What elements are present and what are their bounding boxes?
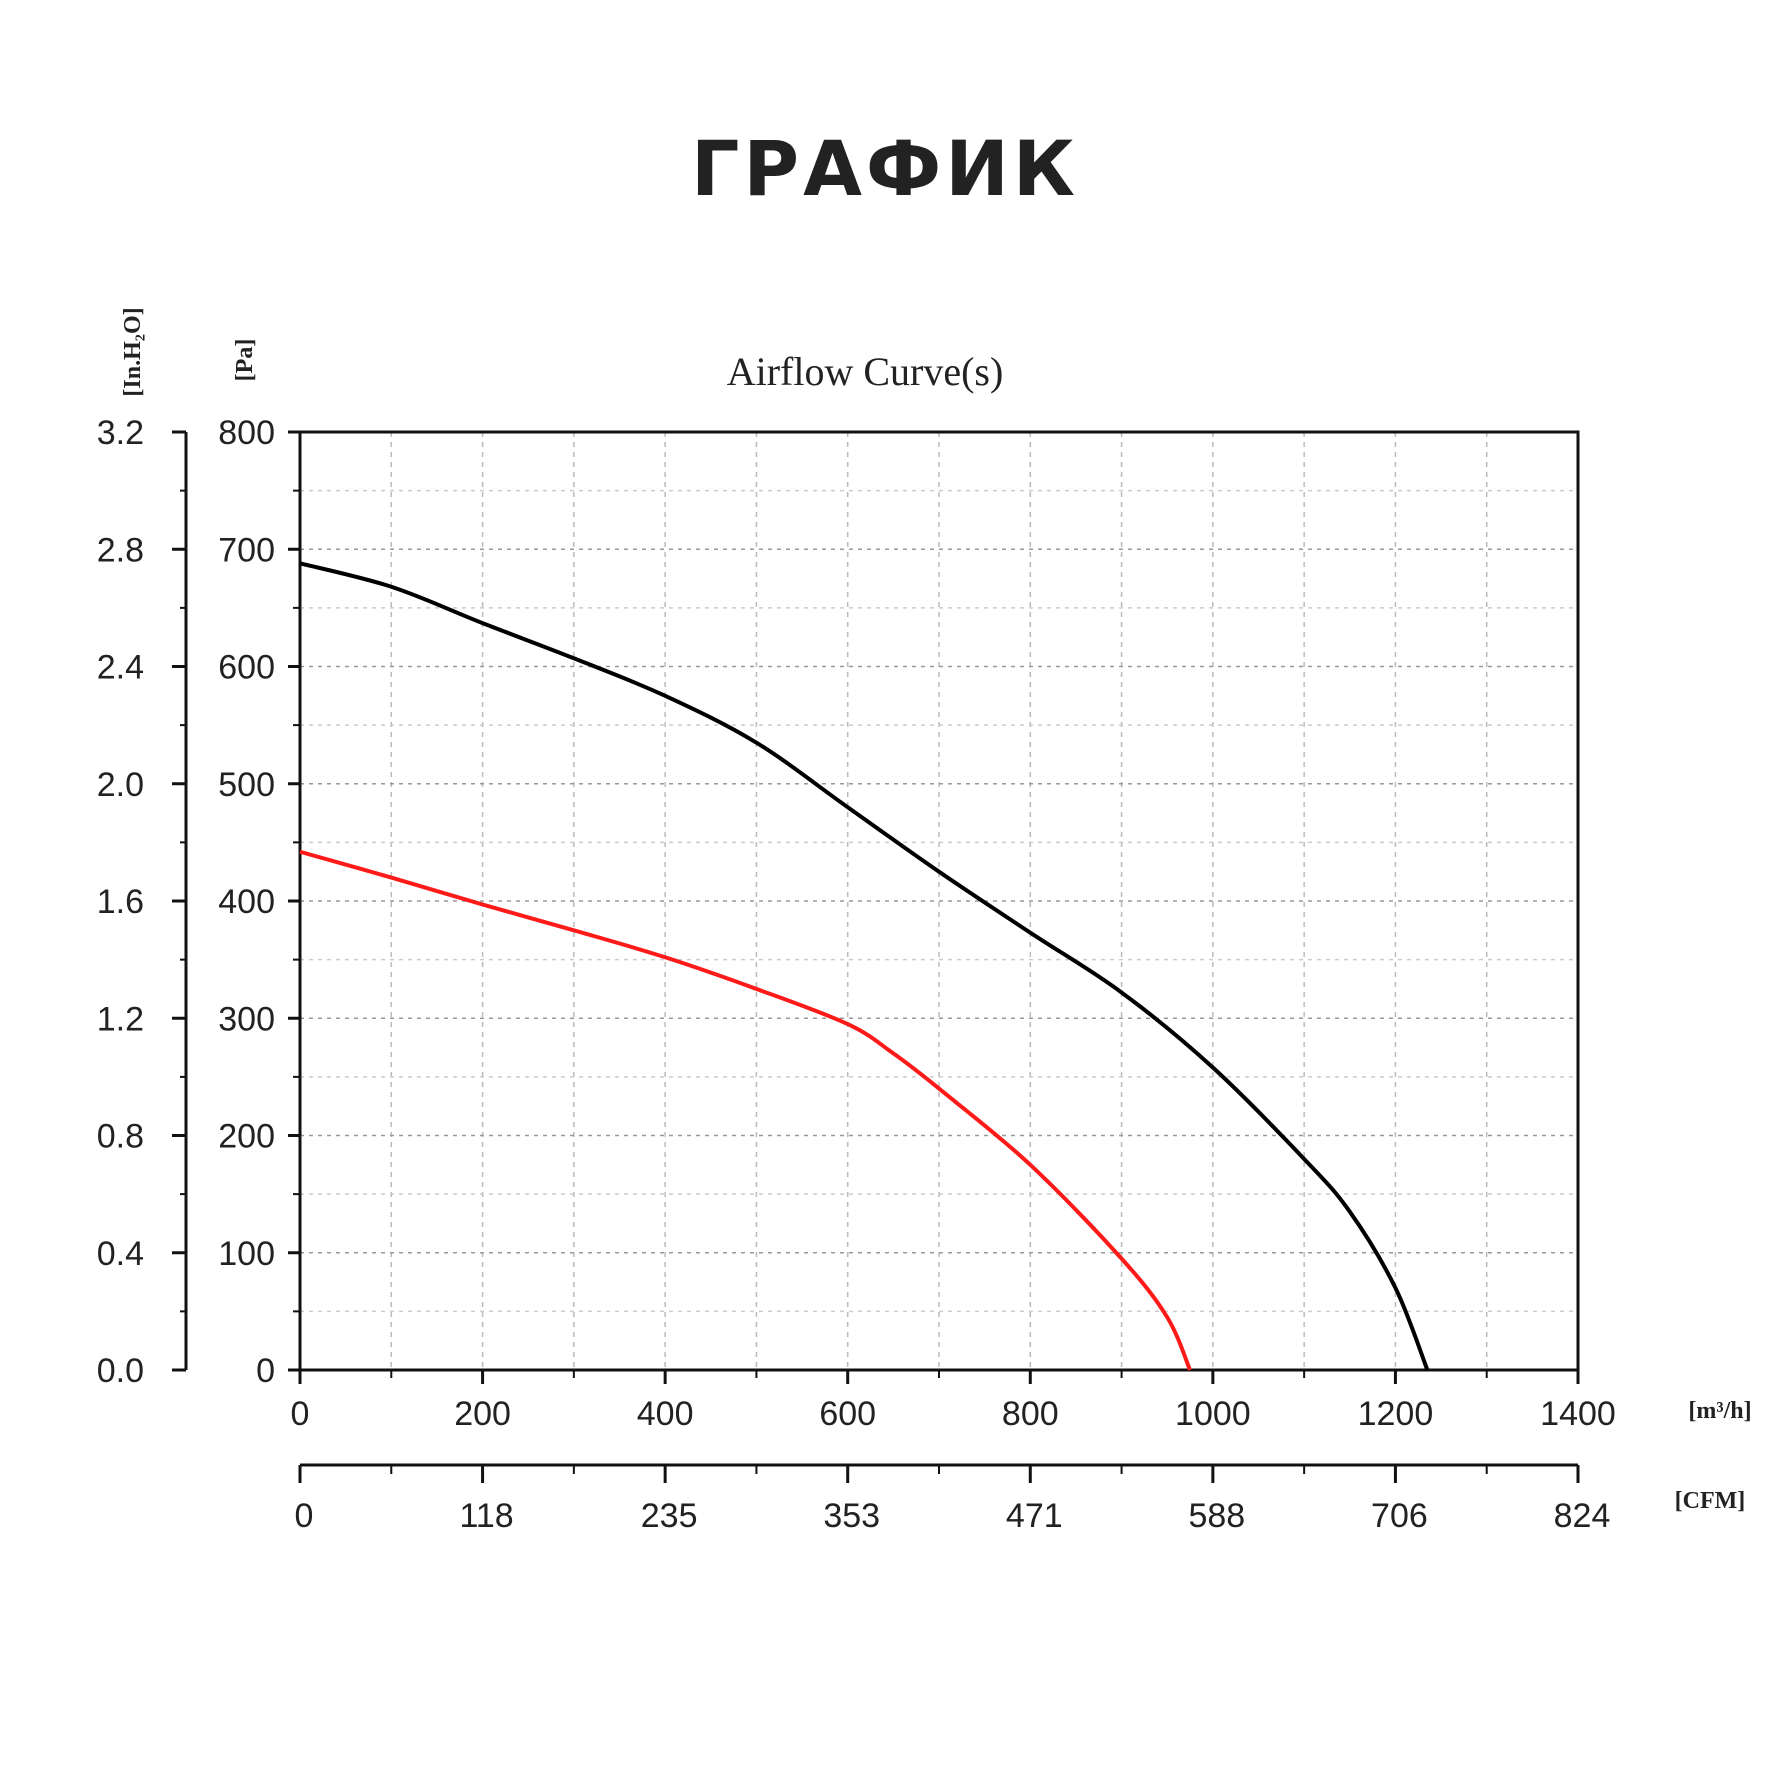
y-secondary-tick-label: 1.2 <box>97 1000 144 1038</box>
x-tick-label: 200 <box>454 1395 511 1433</box>
y-secondary-tick-label: 1.6 <box>97 883 144 921</box>
y-secondary-tick-label: 3.2 <box>97 414 144 452</box>
series-line-curve-1 <box>299 561 1430 1371</box>
y-secondary-tick-label: 2.0 <box>97 766 144 804</box>
y-secondary-tick-label: 0.0 <box>97 1352 144 1390</box>
y-tick-label: 500 <box>218 766 275 804</box>
y-axis-label: [Pa] <box>232 339 258 382</box>
y-secondary-axis-label: [In.H₂O] <box>120 307 146 396</box>
x-axis-label: [m³/h] <box>1688 1398 1751 1424</box>
y-secondary-tick-label: 0.8 <box>97 1118 144 1156</box>
y-tick-label: 100 <box>218 1235 275 1273</box>
x-tick-label: 1200 <box>1358 1395 1434 1433</box>
x-secondary-tick-label: 353 <box>823 1497 880 1535</box>
y-tick-label: 800 <box>218 414 275 452</box>
x-tick-label: 800 <box>1002 1395 1059 1433</box>
x-secondary-tick-label: 824 <box>1554 1497 1611 1535</box>
x-tick-label: 1000 <box>1175 1395 1251 1433</box>
y-secondary-tick-label: 2.8 <box>97 531 144 569</box>
x-tick-label: 0 <box>291 1395 310 1433</box>
x-secondary-axis-label: [CFM] <box>1675 1488 1746 1514</box>
page-title: ГРАФИК <box>691 124 1079 213</box>
y-tick-label: 400 <box>218 883 275 921</box>
y-tick-label: 300 <box>218 1000 275 1038</box>
x-secondary-tick-label: 588 <box>1188 1497 1245 1535</box>
x-tick-label: 600 <box>819 1395 876 1433</box>
y-tick-label: 200 <box>218 1118 275 1156</box>
y-tick-label: 700 <box>218 531 275 569</box>
x-secondary-tick-label: 471 <box>1006 1497 1063 1535</box>
x-secondary-tick-label: 0 <box>295 1497 314 1535</box>
y-tick-label: 600 <box>218 649 275 687</box>
x-tick-label: 400 <box>637 1395 694 1433</box>
y-tick-label: 0 <box>256 1352 275 1390</box>
x-secondary-tick-label: 235 <box>641 1497 698 1535</box>
y-secondary-tick-label: 0.4 <box>97 1235 144 1273</box>
chart-title: Airflow Curve(s) <box>727 349 1004 394</box>
x-tick-label: 1400 <box>1540 1395 1616 1433</box>
series-line-curve-2 <box>299 849 1192 1371</box>
y-secondary-tick-label: 2.4 <box>97 649 144 687</box>
x-secondary-tick-label: 118 <box>459 1497 513 1535</box>
x-secondary-tick-label: 706 <box>1371 1497 1428 1535</box>
